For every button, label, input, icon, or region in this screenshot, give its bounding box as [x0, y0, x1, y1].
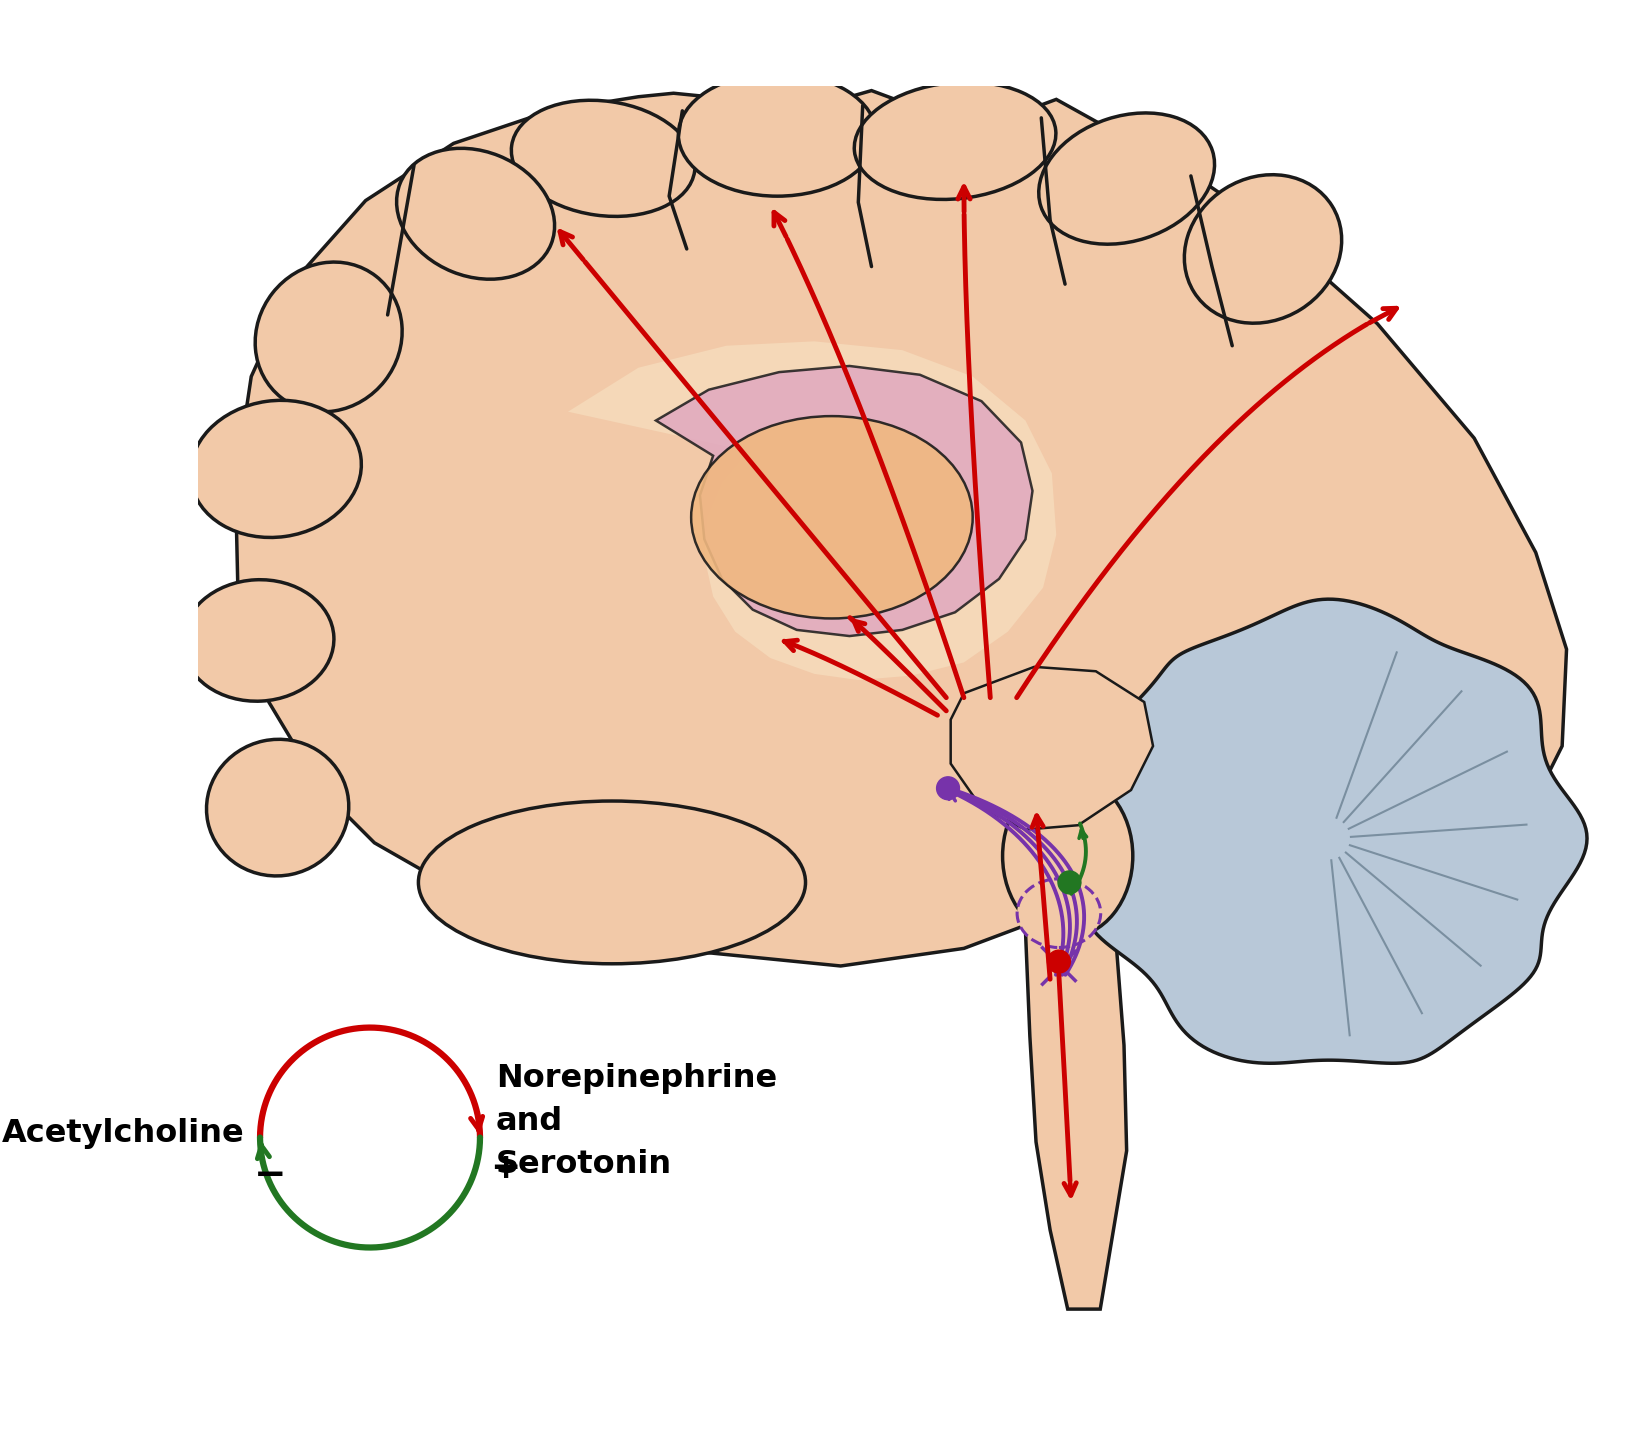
Ellipse shape [396, 148, 555, 280]
Text: +: + [490, 1152, 522, 1186]
Ellipse shape [190, 400, 362, 538]
Ellipse shape [1038, 113, 1215, 244]
Polygon shape [964, 688, 1126, 1309]
Polygon shape [655, 366, 1032, 637]
Polygon shape [236, 90, 1567, 967]
Ellipse shape [418, 802, 806, 964]
Ellipse shape [512, 100, 695, 217]
Ellipse shape [206, 740, 348, 876]
Ellipse shape [679, 73, 877, 196]
Polygon shape [568, 341, 1057, 680]
Ellipse shape [1184, 175, 1342, 323]
Ellipse shape [692, 416, 972, 618]
Text: Norepinephrine
and
Serotonin: Norepinephrine and Serotonin [495, 1063, 778, 1180]
Polygon shape [951, 667, 1152, 830]
Ellipse shape [183, 579, 334, 701]
Ellipse shape [256, 262, 403, 412]
Polygon shape [1083, 599, 1587, 1063]
Ellipse shape [1002, 774, 1133, 938]
Text: Acetylcholine: Acetylcholine [2, 1117, 244, 1149]
Circle shape [1058, 870, 1081, 893]
Ellipse shape [854, 82, 1057, 199]
Circle shape [936, 777, 959, 800]
Ellipse shape [1017, 879, 1101, 948]
Circle shape [1047, 951, 1070, 974]
Text: −: − [254, 1156, 287, 1193]
